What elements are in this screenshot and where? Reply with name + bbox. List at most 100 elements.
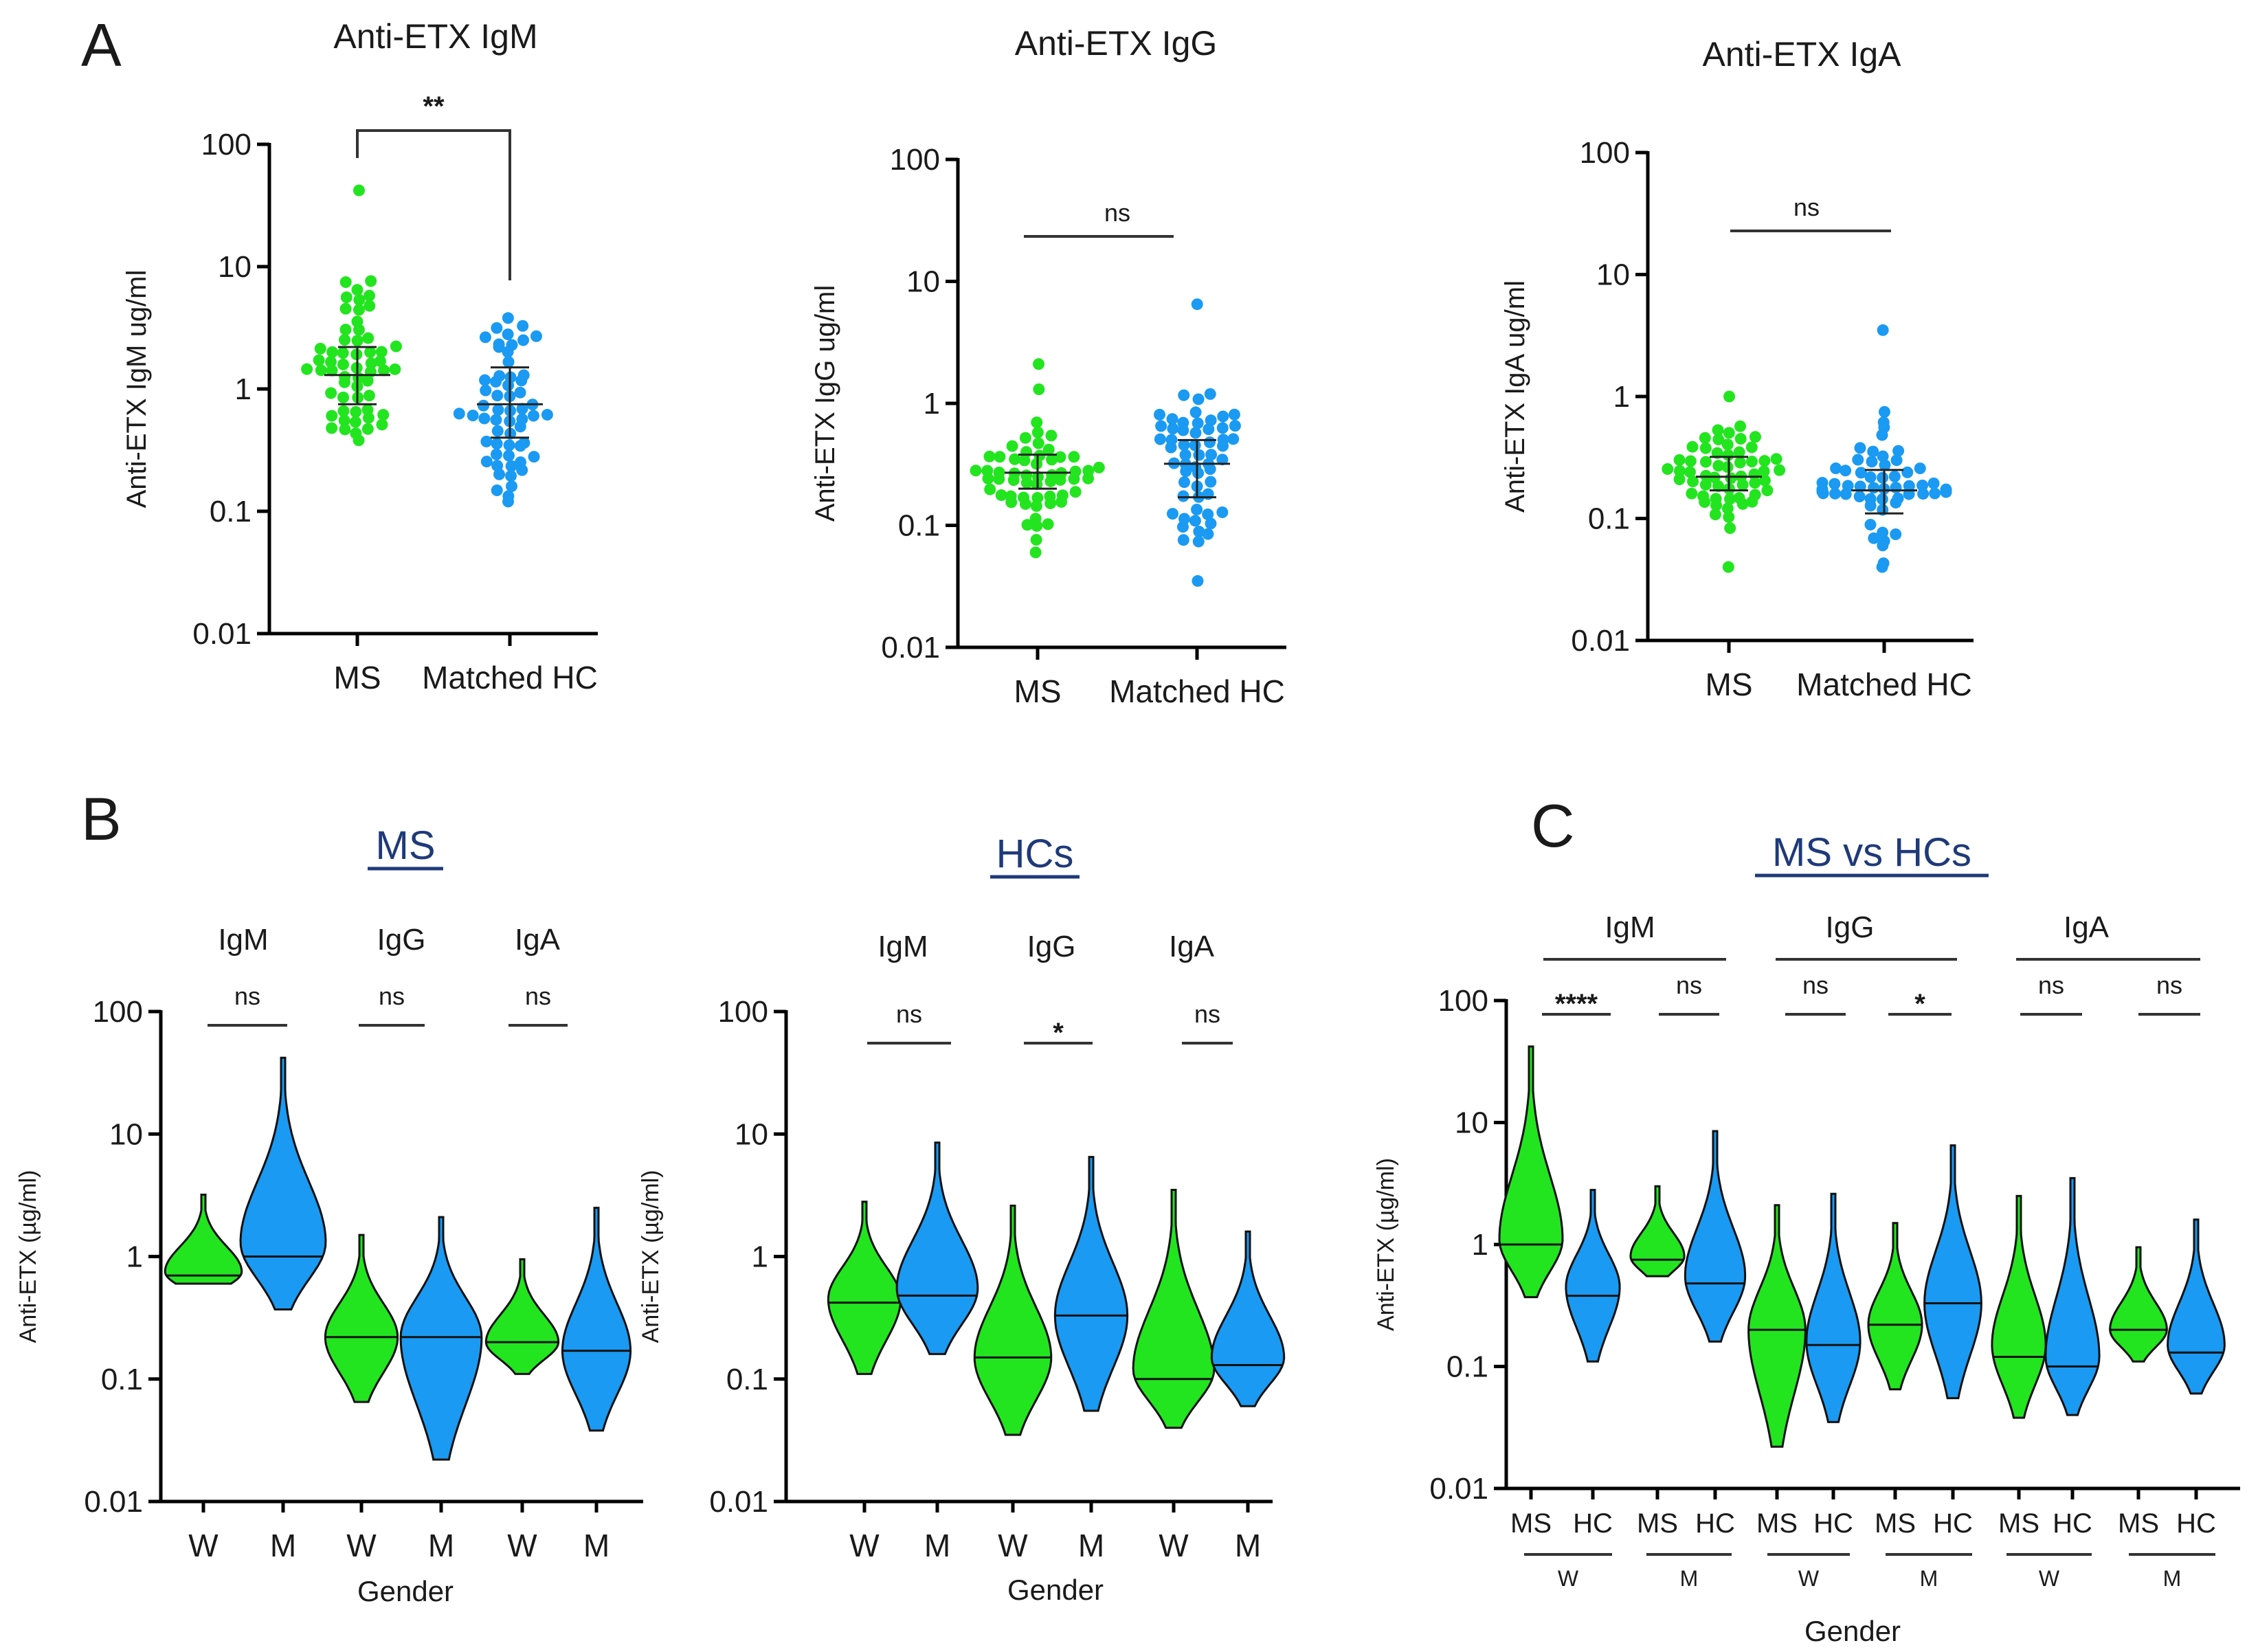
x-tick-label: M [924, 1528, 950, 1563]
violin [895, 1141, 979, 1355]
data-point [1166, 508, 1178, 520]
data-point [324, 356, 337, 368]
data-point [351, 284, 364, 296]
data-point [1864, 471, 1877, 484]
subgroup-label: W [1558, 1566, 1579, 1591]
x-tick-label: Matched HC [1796, 667, 1972, 702]
y-tick-label: 10 [1596, 258, 1630, 292]
data-point [1203, 423, 1215, 436]
data-point [1005, 490, 1017, 502]
data-point [1189, 406, 1202, 418]
data-point [1868, 482, 1880, 494]
data-point [491, 390, 504, 402]
plot-title: Anti-ETX IgM [333, 17, 537, 56]
data-point [518, 436, 530, 449]
data-point [1929, 487, 1941, 500]
data-point [1829, 487, 1842, 500]
data-point [502, 312, 514, 324]
y-tick-label: 100 [718, 995, 768, 1029]
data-point [994, 451, 1006, 463]
x-tick-label: M [270, 1528, 296, 1563]
panel-letter-a: A [81, 11, 122, 79]
data-point [378, 364, 390, 377]
data-point [1029, 513, 1042, 525]
x-tick-label: HC [1573, 1508, 1613, 1539]
data-point [1917, 488, 1930, 500]
data-point [1684, 455, 1697, 467]
data-point [1189, 427, 1202, 439]
data-point [517, 369, 530, 381]
data-point [339, 302, 352, 315]
data-point [1205, 414, 1217, 427]
violin [2044, 1176, 2101, 1416]
plot-title: Anti-ETX IgG [1015, 24, 1218, 63]
data-point [527, 410, 539, 422]
data-point [376, 418, 388, 431]
data-point [353, 294, 366, 306]
data-point [1758, 465, 1770, 478]
data-point [1830, 462, 1842, 475]
data-point [1877, 557, 1890, 570]
x-tick-label: M [583, 1528, 610, 1563]
subgroup-label: M [1680, 1566, 1699, 1591]
data-point [1852, 454, 1864, 466]
data-point [1684, 466, 1696, 478]
y-tick-label: 0.01 [1429, 1472, 1488, 1506]
data-point [1673, 473, 1686, 485]
x-tick-label: W [346, 1528, 377, 1563]
data-point [502, 356, 515, 368]
data-point [1723, 511, 1735, 523]
data-point [983, 450, 996, 462]
data-point [1879, 459, 1891, 471]
data-point [1722, 449, 1734, 461]
data-point [1699, 432, 1711, 444]
data-point [361, 375, 374, 387]
data-point [1864, 518, 1877, 531]
data-point [1712, 433, 1725, 445]
data-point [326, 346, 339, 358]
data-point [1217, 434, 1229, 446]
y-tick-label: 1 [126, 1240, 143, 1274]
y-tick-label: 100 [1580, 136, 1630, 170]
data-point [491, 425, 504, 437]
data-point [1192, 574, 1204, 587]
data-point [314, 342, 326, 355]
data-point [506, 480, 518, 493]
data-point [453, 408, 465, 420]
significance-label: ns [896, 1000, 922, 1028]
violin [164, 1194, 243, 1285]
data-point [338, 414, 350, 427]
data-point [490, 414, 502, 426]
data-point [351, 335, 364, 347]
data-point [339, 276, 352, 289]
data-point [1734, 456, 1746, 469]
data-point [339, 370, 351, 383]
data-point [516, 413, 528, 425]
x-tick-label: HC [2176, 1508, 2216, 1539]
y-tick-label: 10 [109, 1117, 143, 1151]
data-point [1191, 298, 1203, 311]
data-point [1686, 487, 1698, 500]
data-point [1877, 471, 1889, 484]
x-tick-label: Matched HC [422, 660, 598, 695]
y-tick-label: 0.01 [1571, 624, 1630, 658]
data-point [1031, 491, 1044, 504]
significance-label: ns [1802, 971, 1829, 999]
data-point [1878, 405, 1890, 418]
data-point [1054, 451, 1066, 463]
data-point [1033, 383, 1045, 396]
data-point [361, 403, 374, 416]
data-point [1204, 388, 1216, 400]
chart-ms-vs-hcs: MS vs HCs 0.01 0.1 1 10 100 Anti-ETX (µg/ml) MS… [1373, 830, 2240, 1647]
data-point [1673, 465, 1686, 477]
data-point [502, 328, 514, 340]
data-point [1031, 416, 1043, 429]
data-point [506, 339, 518, 351]
data-point [514, 386, 526, 399]
y-axis-label: Anti-ETX (µg/ml) [15, 1170, 41, 1343]
data-point [337, 358, 349, 370]
group-label: IgG [1826, 911, 1875, 944]
data-point [1712, 424, 1724, 436]
y-tick-label: 0.1 [210, 495, 251, 528]
data-point [1177, 534, 1189, 546]
